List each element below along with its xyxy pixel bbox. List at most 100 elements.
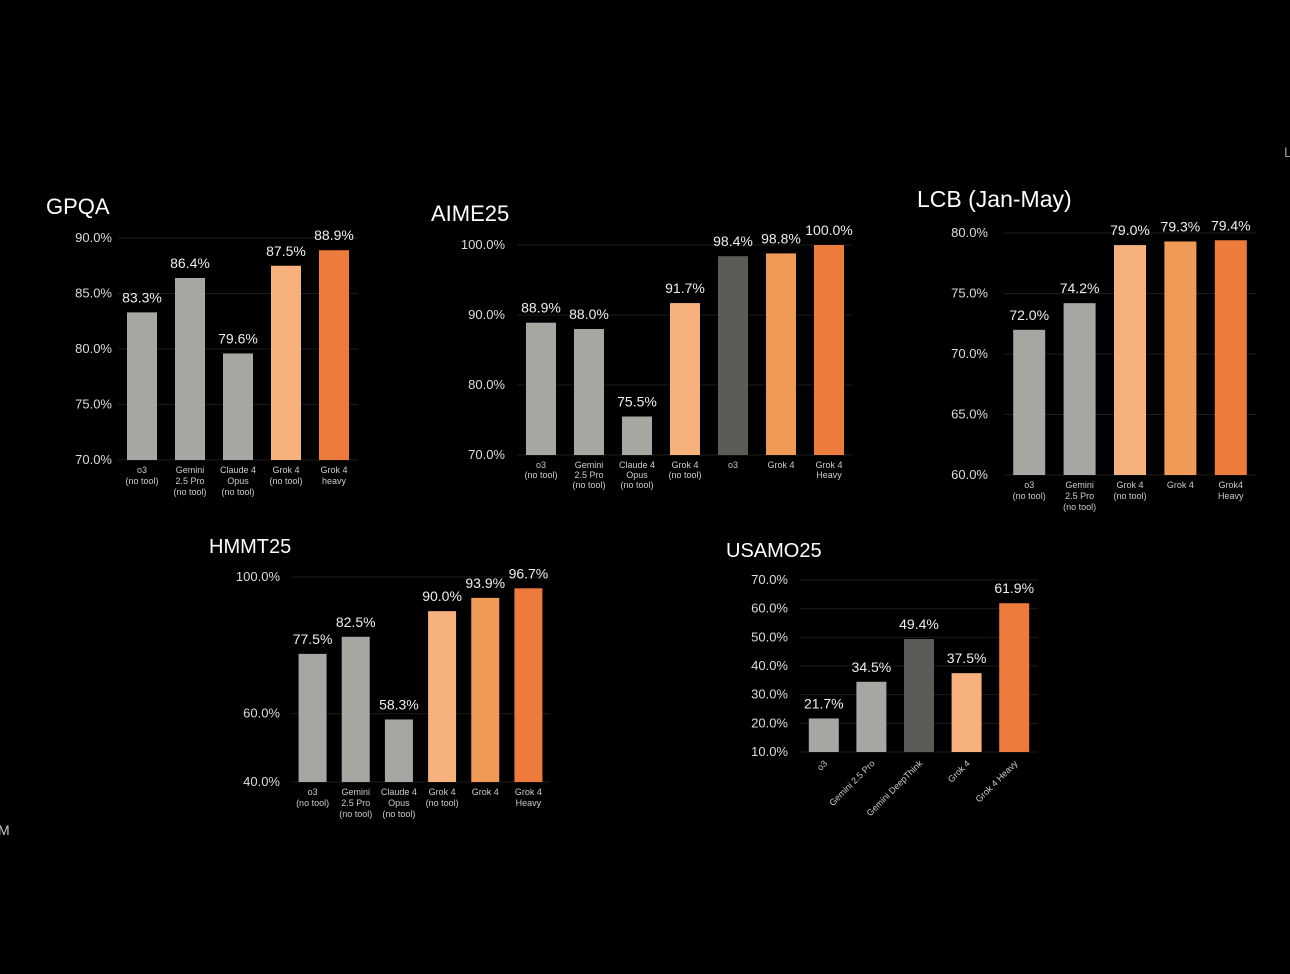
category-label-line: (no tool) <box>426 798 459 808</box>
bar <box>514 588 543 782</box>
bar <box>471 597 500 782</box>
category-label-line: (no tool) <box>620 480 653 490</box>
chart-hmmt25: HMMT25 40.0% 60.0% 100.0% 77.5% o3 (no tool) 8… <box>205 530 565 830</box>
category-label-line: Claude 4 <box>220 465 256 475</box>
bar <box>223 353 253 460</box>
chart-title: HMMT25 <box>209 536 292 558</box>
category-label-line: (no tool) <box>572 480 605 490</box>
y-tick-label: 90.0% <box>75 230 112 245</box>
bar <box>574 329 604 455</box>
category-label-line: (no tool) <box>1013 491 1046 501</box>
category-label-line: (no tool) <box>269 476 302 486</box>
bar-value-label: 34.5% <box>852 659 892 675</box>
category-label-line: Heavy <box>516 798 542 808</box>
chart-plot: 10.0% 20.0% 30.0% 40.0% 50.0% 60.0% 70.0% 21.7%… <box>751 572 1038 818</box>
category-label: Gemini 2.5 Pro (no tool) <box>173 465 206 497</box>
category-label-line: Grok 4 <box>1116 480 1143 490</box>
category-label: Gemini 2.5 Pro <box>827 758 877 808</box>
bar <box>526 322 556 455</box>
y-tick-label: 60.0% <box>951 467 988 482</box>
chart-lcb: LCB (Jan-May) 60.0% 65.0% 70.0% 75.0% 80.0% 7… <box>910 180 1270 525</box>
bar <box>319 250 349 460</box>
y-tick-label: 90.0% <box>468 307 505 322</box>
category-label-line: Gemini <box>341 787 370 797</box>
category-label: Grok 4 Heavy <box>974 758 1020 804</box>
category-label-line: Claude 4 <box>381 787 417 797</box>
bar <box>808 718 839 752</box>
category-label-line: o3 <box>308 787 318 797</box>
category-label-line: (no tool) <box>221 487 254 497</box>
bar <box>384 719 413 782</box>
bar-value-label: 100.0% <box>805 222 852 238</box>
bar <box>127 312 157 460</box>
bar <box>766 253 796 455</box>
y-tick-label: 60.0% <box>751 601 788 616</box>
category-label: o3 <box>728 460 738 470</box>
y-tick-label: 70.0% <box>751 572 788 587</box>
y-tick-label: 60.0% <box>243 706 280 721</box>
chart-title: LCB (Jan-May) <box>917 186 1072 212</box>
y-tick-label: 80.0% <box>75 341 112 356</box>
category-label-line: 2.5 Pro <box>175 476 204 486</box>
category-label: o3 (no tool) <box>524 460 557 480</box>
bar <box>622 416 652 455</box>
bar-value-label: 86.4% <box>170 255 210 271</box>
bar <box>271 265 301 460</box>
y-tick-label: 80.0% <box>468 377 505 392</box>
category-label: Gemini 2.5 Pro (no tool) <box>1063 480 1096 512</box>
chart-gpqa: GPQA 70.0% 75.0% 80.0% 85.0% 90.0% 83.3% o3 (no… <box>40 190 380 510</box>
category-label: Grok 4 (no tool) <box>269 465 302 486</box>
category-label: Grok 4 (no tool) <box>426 787 459 808</box>
category-label-line: 2.5 Pro <box>1065 491 1094 501</box>
chart-plot: 40.0%60.0%100.0%77.5%o3 (no tool)82.5%Gem… <box>236 565 550 819</box>
bar <box>428 611 457 782</box>
category-label-line: Opus <box>227 476 249 486</box>
y-tick-label: 85.0% <box>75 286 112 301</box>
chart-aime25: AIME25 70.0% 80.0% 90.0% 100.0% 88.9% o3 (no t… <box>425 195 865 505</box>
category-label-line: 2.5 Pro <box>574 470 603 480</box>
bar <box>856 681 887 752</box>
bar-value-label: 79.0% <box>1110 222 1150 238</box>
bar <box>1164 241 1197 475</box>
category-label: Claude 4 Opus (no tool) <box>381 787 417 819</box>
bar <box>670 303 700 455</box>
category-label-line: (no tool) <box>1113 491 1146 501</box>
y-tick-label: 20.0% <box>751 715 788 730</box>
bar-value-label: 88.9% <box>314 227 354 243</box>
category-label-line: o3 <box>1024 480 1034 490</box>
bar-value-label: 72.0% <box>1009 307 1049 323</box>
bar-value-label: 88.0% <box>569 306 609 322</box>
category-label-line: Grok4 <box>1219 480 1244 490</box>
bar-value-label: 98.8% <box>761 230 801 246</box>
chart-plot: 70.0%80.0%90.0%100.0%88.9%o3 (no tool)88.… <box>461 222 853 490</box>
bar-value-label: 83.3% <box>122 289 162 305</box>
bar-value-label: 37.5% <box>947 650 987 666</box>
category-label-line: o3 <box>137 465 147 475</box>
category-label: Grok 4 <box>472 787 499 797</box>
category-label-line: (no tool) <box>125 476 158 486</box>
bar-value-label: 77.5% <box>293 631 333 647</box>
bar-value-label: 82.5% <box>336 614 376 630</box>
category-label-line: Opus <box>626 470 648 480</box>
category-label: Gemini 2.5 Pro (no tool) <box>572 460 605 490</box>
bar <box>1063 303 1096 475</box>
y-tick-label: 70.0% <box>951 346 988 361</box>
category-label: Grok 4 heavy <box>320 465 347 486</box>
bar-value-label: 58.3% <box>379 696 419 712</box>
y-tick-label: 65.0% <box>951 407 988 422</box>
category-label-line: (no tool) <box>668 470 701 480</box>
bar <box>904 639 934 752</box>
edge-mark-right: L <box>1284 144 1290 160</box>
bar <box>1013 329 1046 475</box>
bar <box>175 277 205 460</box>
category-label-line: (no tool) <box>296 798 329 808</box>
category-label-line: Grok 4 <box>472 787 499 797</box>
category-label: o3 (no tool) <box>296 787 329 808</box>
category-label-line: Gemini <box>575 460 604 470</box>
y-tick-label: 30.0% <box>751 687 788 702</box>
y-tick-label: 50.0% <box>751 629 788 644</box>
bar <box>951 673 982 752</box>
category-label-line: Gemini <box>176 465 205 475</box>
bar-value-label: 93.9% <box>465 575 505 591</box>
category-label-line: Grok 4 <box>429 787 456 797</box>
